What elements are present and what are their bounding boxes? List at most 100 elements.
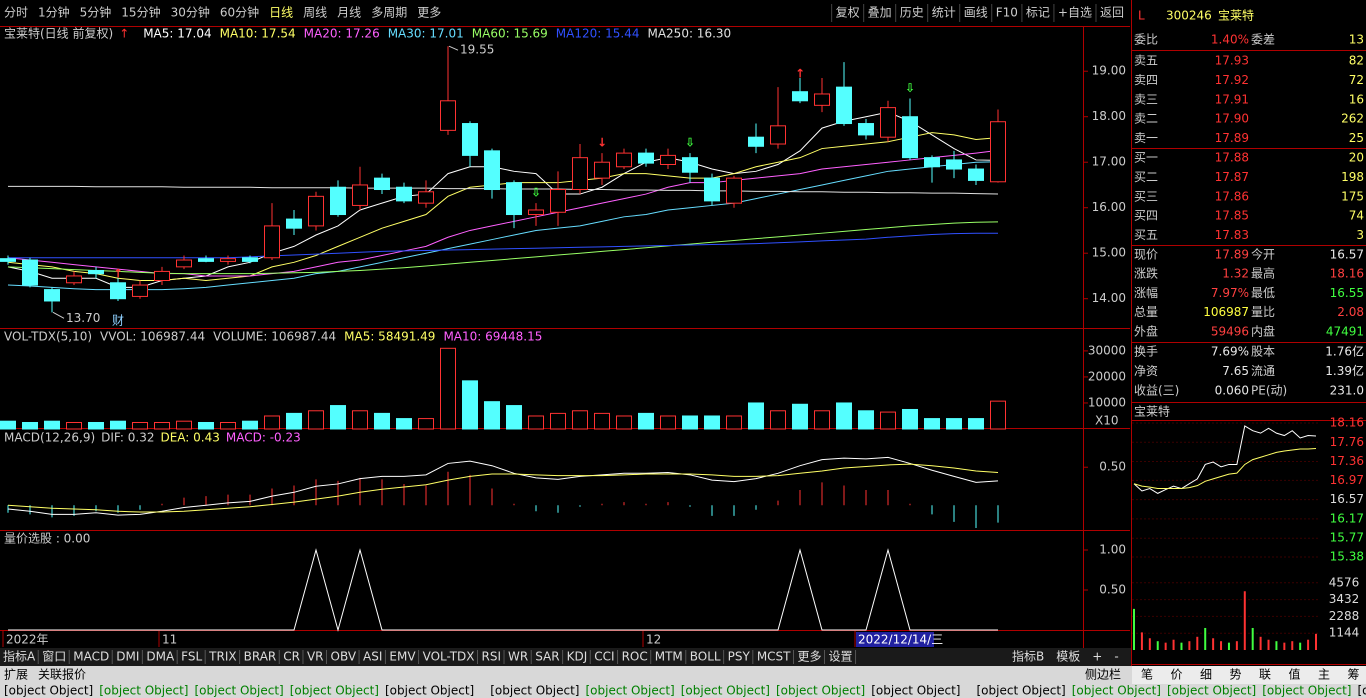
indicator-tab[interactable]: OBV <box>331 650 357 664</box>
tool-button[interactable]: 标记 <box>1026 6 1050 20</box>
side-tab[interactable]: 主 <box>1318 668 1330 682</box>
indicator-tab[interactable]: + <box>1092 650 1102 664</box>
selector-line <box>8 548 998 632</box>
y-tick-label: 14.00 <box>1092 291 1126 305</box>
candle-body <box>594 161 610 179</box>
indicator-tab[interactable]: BOLL <box>690 650 721 664</box>
y-tick-label: 17.36 <box>1330 454 1364 468</box>
finance-marker[interactable]: 财 <box>112 314 124 328</box>
tool-button[interactable]: 历史 <box>900 6 924 20</box>
tool-button[interactable]: +自选 <box>1058 6 1092 20</box>
side-tab[interactable]: 笔 <box>1141 667 1153 682</box>
indicator-tab[interactable]: DMI <box>116 650 139 664</box>
indicator-tab[interactable]: FSL <box>181 650 202 664</box>
stock-code: 300246 <box>1166 9 1212 23</box>
y-tick-label: 20000 <box>1088 369 1126 383</box>
volume-bar <box>968 418 984 430</box>
volume-bar <box>308 410 324 430</box>
period-button[interactable]: 1分钟 <box>38 5 70 20</box>
period-button[interactable]: 60分钟 <box>220 5 259 20</box>
indicator-tab[interactable]: 指标A <box>3 649 36 664</box>
tool-button[interactable]: 复权 <box>836 6 860 20</box>
volume-bar <box>462 380 478 430</box>
candle-body <box>264 225 280 259</box>
tool-button[interactable]: 统计 <box>932 6 956 20</box>
indicator-tab[interactable]: ASI <box>363 650 382 664</box>
period-button[interactable]: 日线 <box>269 6 293 20</box>
indicator-tab[interactable]: 设置 <box>829 650 853 664</box>
period-button[interactable]: 30分钟 <box>171 5 210 20</box>
indicator-tab[interactable]: - <box>1114 650 1118 664</box>
indicator-tab[interactable]: VOL-TDX <box>423 650 475 664</box>
period-button[interactable]: 多周期 <box>371 6 407 20</box>
side-tab[interactable]: 价 <box>1170 668 1182 682</box>
quote-value: 13 <box>1349 33 1364 47</box>
period-button[interactable]: 15分钟 <box>121 5 160 20</box>
indicator-tab[interactable]: 更多 <box>798 650 822 664</box>
side-button[interactable]: 侧边栏 <box>1085 667 1121 682</box>
tool-button[interactable]: 返回 <box>1100 6 1124 20</box>
indicator-tab[interactable]: RSI <box>482 650 502 664</box>
tool-button[interactable]: F10 <box>996 6 1018 20</box>
indicator-tab[interactable]: PSY <box>728 650 751 664</box>
y-tick-label: 15.38 <box>1330 550 1364 564</box>
candle-body <box>484 150 500 191</box>
indicator-tab[interactable]: SAR <box>535 650 559 664</box>
signal-arrow: ↑ <box>795 67 805 81</box>
period-button[interactable]: 周线 <box>303 6 327 20</box>
ticker-item: [object Object] <box>681 684 770 698</box>
quote-label: 委比 <box>1134 33 1158 47</box>
quote-value: 17.88 <box>1215 151 1249 165</box>
quote-label: 买二 <box>1134 170 1158 184</box>
indicator-tab[interactable]: BRAR <box>244 650 277 664</box>
quote-label: 今开 <box>1251 247 1275 262</box>
volume-bar <box>528 415 544 430</box>
quote-label: 净资 <box>1134 364 1158 378</box>
quote-label: 换手 <box>1134 345 1158 359</box>
indicator-tab[interactable]: CCI <box>594 650 614 664</box>
indicator-tab[interactable]: 模板 <box>1056 650 1080 664</box>
candle-body <box>902 116 918 159</box>
quote-value: 17.89 <box>1215 248 1249 262</box>
indicator-tab[interactable]: TRIX <box>208 650 236 664</box>
indicator-tab[interactable]: MACD <box>73 650 109 664</box>
side-tab[interactable]: 值 <box>1288 667 1300 682</box>
side-tab[interactable]: 筹 <box>1347 668 1359 682</box>
volume-bar <box>0 420 16 430</box>
indicator-tab[interactable]: KDJ <box>567 650 588 664</box>
candle-body <box>616 152 632 168</box>
tool-button[interactable]: 画线 <box>964 6 988 20</box>
quote-volume: 25 <box>1349 131 1364 145</box>
ma-line <box>7 132 999 282</box>
status-button[interactable]: 关联报价 <box>38 667 86 682</box>
quote-label: 卖五 <box>1134 54 1158 68</box>
status-button[interactable]: 扩展 <box>4 668 28 682</box>
side-tab[interactable]: 联 <box>1259 668 1271 682</box>
indicator-tab[interactable]: MCST <box>757 650 791 664</box>
quote-value: 7.69% <box>1211 345 1249 359</box>
period-button[interactable]: 5分钟 <box>80 5 112 20</box>
tool-button[interactable]: 叠加 <box>868 6 892 20</box>
indicator-tab[interactable]: WR <box>508 650 528 664</box>
ticker-item: [object Object] <box>776 684 865 698</box>
side-tab[interactable]: 势 <box>1229 668 1241 682</box>
indicator-tab[interactable]: 窗口 <box>42 650 66 664</box>
candle-body <box>858 123 874 136</box>
indicator-tab[interactable]: DMA <box>146 650 175 664</box>
indicator-tab[interactable]: VR <box>307 650 324 664</box>
macd-title: MACD(12,26,9) <box>4 431 95 445</box>
indicator-tab[interactable]: ROC <box>622 650 648 664</box>
indicator-tab[interactable]: 指标B <box>1012 649 1044 664</box>
side-tab[interactable]: 细 <box>1200 668 1212 682</box>
signal-arrow: ⇩ <box>905 81 915 95</box>
period-button[interactable]: 月线 <box>337 6 361 20</box>
quote-label: 收益(三) <box>1134 383 1179 397</box>
indicator-tab[interactable]: CR <box>283 650 300 664</box>
indicator-tab[interactable]: EMV <box>389 650 416 664</box>
period-button[interactable]: 分时 <box>4 6 28 20</box>
indicator-tab[interactable]: MTM <box>655 650 683 664</box>
candle-body <box>682 157 698 173</box>
period-button[interactable]: 更多 <box>417 6 441 20</box>
candle-body <box>440 100 456 131</box>
quote-label: 涨跌 <box>1134 266 1158 281</box>
